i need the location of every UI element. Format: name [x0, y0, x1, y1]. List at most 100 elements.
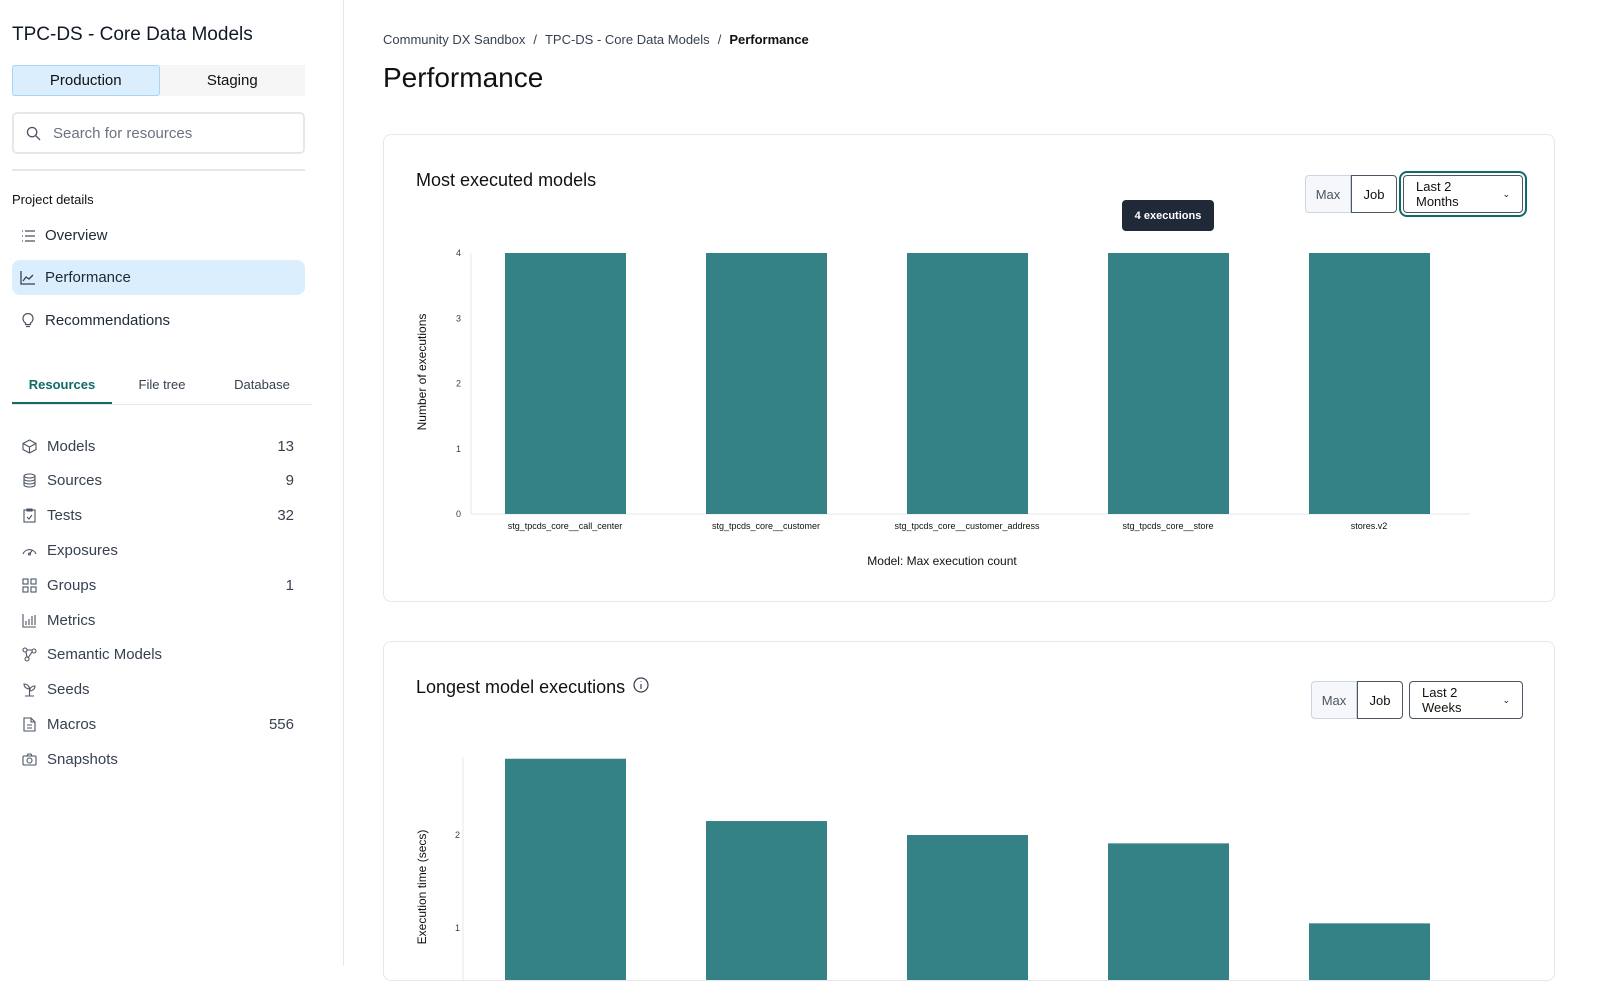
y-tick-label: 0 — [456, 509, 461, 519]
nav-label: Recommendations — [45, 312, 171, 329]
dropdown-value: Last 2 Weeks — [1422, 685, 1462, 715]
resource-label: Exposures — [47, 541, 118, 559]
nav-label: Performance — [45, 269, 131, 286]
bar — [1309, 253, 1430, 514]
info-icon[interactable] — [633, 677, 649, 698]
longest-executions-card: Longest model executions Max Job Last 2 … — [383, 641, 1555, 981]
resource-label: Seeds — [47, 681, 90, 699]
grid-icon — [22, 578, 37, 593]
breadcrumb: Community DX Sandbox / TPC-DS - Core Data… — [383, 32, 809, 47]
clipboard-check-icon — [22, 508, 37, 523]
tab-staging[interactable]: Staging — [206, 72, 258, 89]
resource-label: Sources — [47, 472, 103, 490]
y-axis-label: Number of executions — [415, 314, 429, 431]
y-tick-label: 3 — [456, 313, 461, 323]
y-tick-label: 1 — [456, 444, 461, 454]
resource-count: 13 — [277, 437, 294, 455]
tab-production[interactable]: Production — [12, 65, 160, 96]
x-tick-label: stg_tpcds_core__customer — [712, 521, 820, 531]
y-tick-label: 4 — [456, 248, 461, 258]
resource-groups[interactable]: Groups 1 — [22, 570, 294, 600]
resource-snapshots[interactable]: Snapshots — [22, 744, 294, 774]
breadcrumb-separator: / — [533, 32, 537, 47]
resource-count: 32 — [277, 507, 294, 525]
resource-count: 556 — [268, 715, 294, 733]
sidebar: TPC-DS - Core Data Models Production Sta… — [0, 0, 344, 966]
x-axis-label: Model: Max execution count — [867, 554, 1017, 568]
bar — [505, 758, 626, 980]
lightbulb-icon — [20, 313, 35, 328]
chart-line-icon — [20, 270, 35, 285]
section-label: Project details — [12, 192, 94, 207]
y-axis-label: Execution time (secs) — [415, 830, 429, 945]
page-title: Performance — [383, 62, 544, 93]
bar — [1108, 253, 1229, 514]
bar — [1309, 923, 1430, 980]
execution-time-chart: 1 2 Execution time (secs) — [415, 757, 1430, 980]
job-toggle[interactable]: Job — [1357, 681, 1403, 719]
resource-macros[interactable]: Macros 556 — [22, 709, 294, 739]
tab-database[interactable]: Database — [234, 377, 290, 392]
nav-recommendations[interactable]: Recommendations — [12, 303, 305, 338]
resource-semantic-models[interactable]: Semantic Models — [22, 640, 294, 670]
breadcrumb-item[interactable]: TPC-DS - Core Data Models — [544, 32, 710, 47]
bar-chart-icon — [22, 613, 37, 628]
resource-seeds[interactable]: Seeds — [22, 675, 294, 705]
bar — [1108, 843, 1229, 980]
resource-label: Metrics — [47, 611, 96, 629]
project-title: TPC-DS - Core Data Models — [12, 24, 253, 45]
breadcrumb-item[interactable]: Community DX Sandbox — [383, 32, 526, 47]
bar — [907, 253, 1028, 514]
y-tick-label: 2 — [456, 379, 461, 389]
chart-title: Longest model executions — [416, 677, 626, 697]
bar — [706, 253, 827, 514]
nav-overview[interactable]: Overview — [12, 218, 305, 253]
bar-tooltip: 4 executions — [1122, 200, 1214, 231]
nav-performance[interactable]: Performance — [12, 260, 305, 295]
search-input[interactable] — [53, 124, 273, 142]
max-toggle[interactable]: Max — [1311, 681, 1357, 719]
nodes-icon — [22, 647, 37, 662]
resource-sources[interactable]: Sources 9 — [22, 466, 294, 496]
gauge-icon — [22, 543, 37, 558]
resource-tests[interactable]: Tests 32 — [22, 501, 294, 531]
executions-chart: 0 1 2 3 4 stg_tpcds_core__call_center stg_tpcd… — [415, 248, 1470, 568]
breadcrumb-separator: / — [717, 32, 722, 47]
max-job-toggle: Max Job — [1305, 175, 1397, 213]
resource-label: Semantic Models — [47, 646, 163, 664]
most-executed-card: Most executed models Max Job Last 2 Mont… — [383, 134, 1555, 602]
list-icon — [20, 228, 35, 243]
bar — [907, 835, 1028, 980]
x-tick-label: stg_tpcds_core__call_center — [508, 521, 623, 531]
file-icon — [22, 717, 37, 732]
bar — [706, 821, 827, 980]
chevron-down-icon: ⌄ — [1502, 694, 1510, 705]
cube-icon — [22, 438, 37, 454]
max-toggle[interactable]: Max — [1305, 175, 1351, 213]
chart-title: Most executed models — [416, 170, 597, 190]
y-tick-label: 2 — [455, 830, 460, 840]
x-tick-label: stores.v2 — [1351, 521, 1388, 531]
y-tick-label: 1 — [455, 923, 460, 933]
resource-count: 1 — [285, 576, 294, 594]
bar — [505, 253, 626, 514]
time-range-dropdown[interactable]: Last 2 Weeks ⌄ — [1409, 681, 1523, 719]
resource-label: Snapshots — [47, 750, 118, 768]
camera-icon — [22, 752, 37, 767]
resource-tabs: Resources File tree Database — [12, 372, 312, 405]
chevron-down-icon: ⌄ — [1502, 188, 1510, 199]
resource-exposures[interactable]: Exposures — [22, 535, 294, 565]
resource-label: Models — [47, 437, 96, 455]
resource-models[interactable]: Models 13 — [22, 431, 294, 461]
resource-label: Tests — [47, 507, 83, 525]
tab-file-tree[interactable]: File tree — [138, 377, 186, 392]
breadcrumb-current: Performance — [729, 32, 809, 47]
resource-metrics[interactable]: Metrics — [22, 605, 294, 635]
chart-title-row: Longest model executions — [416, 677, 649, 698]
tab-resources[interactable]: Resources — [12, 372, 112, 404]
time-range-dropdown[interactable]: Last 2 Months ⌄ — [1399, 171, 1527, 217]
x-tick-label: stg_tpcds_core__store — [1122, 521, 1213, 531]
job-toggle[interactable]: Job — [1351, 175, 1397, 213]
resource-label: Groups — [47, 576, 97, 594]
x-tick-label: stg_tpcds_core__customer_address — [894, 521, 1040, 531]
